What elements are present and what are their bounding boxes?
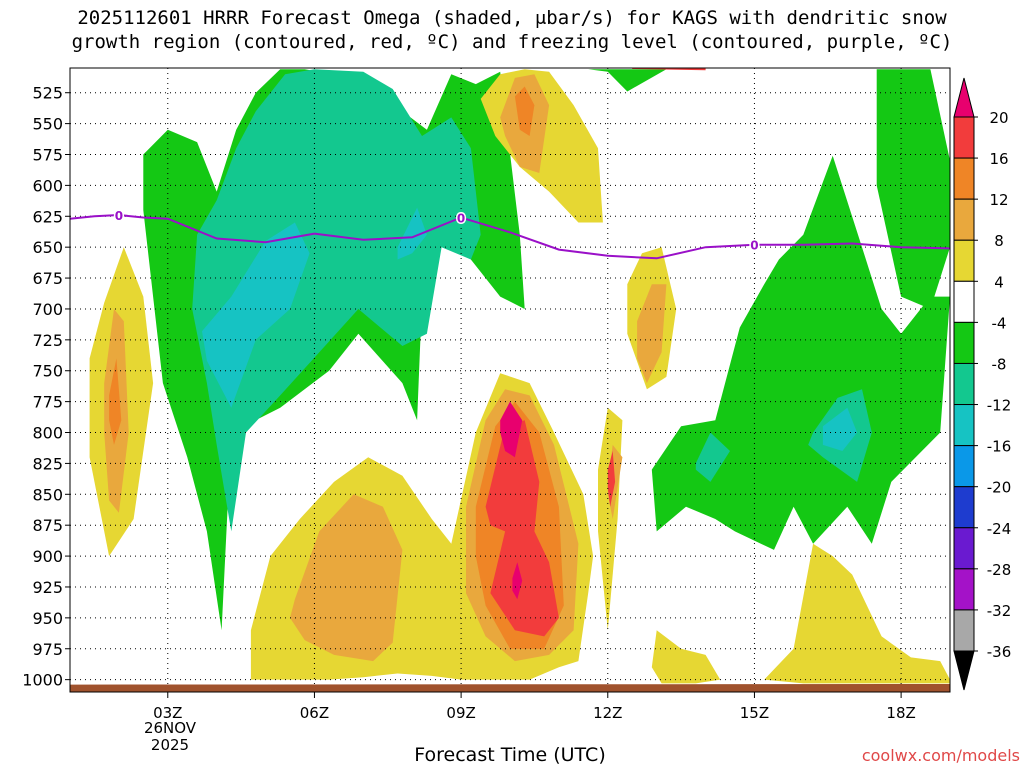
- colorbar-label-4: 4: [994, 273, 1004, 291]
- x-tick-label-12Z: 12Z: [593, 704, 622, 722]
- y-axis: 525 550 575 600 625 650 675 700 725 750 775 800 825 8…: [22, 84, 70, 690]
- y-tick-label-1000: 1000: [22, 671, 63, 690]
- freezing-level-label-0: 0: [115, 209, 123, 223]
- y-tick-label-850: 850: [32, 485, 63, 504]
- y-tick-label-700: 700: [32, 300, 63, 319]
- omega-region-28: [500, 401, 523, 458]
- omega-shading: [89, 69, 950, 684]
- chart-title: 2025112601 HRRR Forecast Omega (shaded, …: [0, 6, 1024, 54]
- y-tick-label-550: 550: [32, 115, 63, 134]
- colorbar-label-5: -4: [992, 314, 1007, 332]
- y-tick-label-950: 950: [32, 609, 63, 628]
- y-tick-label-900: 900: [32, 547, 63, 566]
- omega-region-24: [514, 86, 535, 136]
- x-tick-label-03Z: 03Z: [153, 704, 182, 722]
- ground-strip: [70, 683, 950, 692]
- colorbar-top-arrow: [953, 77, 975, 118]
- colorbar-swatch-4: [953, 239, 975, 282]
- colorbar-label-12: -32: [987, 602, 1012, 620]
- x-tick-label-15Z: 15Z: [740, 704, 769, 722]
- omega-region-7: [202, 222, 310, 408]
- freezing-level-label-1: 0: [457, 212, 465, 226]
- colorbar: 20 16 12 8 4 -4 -8 -12 -16 -20 -24 -28 -32 -36: [953, 77, 1012, 691]
- colorbar-label-1: 16: [989, 150, 1008, 168]
- colorbar-swatch-7: [953, 362, 975, 406]
- colorbar-label-7: -12: [987, 397, 1012, 415]
- colorbar-swatch-3: [953, 198, 975, 241]
- omega-region-8: [397, 207, 427, 260]
- x-tick-label-09Z: 09Z: [446, 704, 475, 722]
- plot-frame: [69, 67, 951, 693]
- y-tick-label-725: 725: [32, 331, 63, 350]
- colorbar-swatch-8: [953, 404, 975, 447]
- freezing-level-line: [70, 213, 950, 260]
- colorbar-swatch-6: [953, 321, 975, 364]
- date-label-day: 26NOV: [143, 719, 197, 737]
- omega-region-26: [485, 420, 559, 637]
- grid-lines: [70, 68, 950, 692]
- omega-region-3: [876, 69, 950, 309]
- omega-region-15: [651, 630, 721, 684]
- y-tick-label-975: 975: [32, 640, 63, 659]
- y-tick-label-925: 925: [32, 578, 63, 597]
- omega-region-19: [637, 284, 667, 384]
- ground-layer: [70, 683, 950, 692]
- y-tick-label-600: 600: [32, 176, 63, 195]
- y-tick-label-775: 775: [32, 393, 63, 412]
- title-line-2: growth region (contoured, red, ºC) and f…: [71, 31, 953, 53]
- y-tick-label-625: 625: [32, 207, 63, 226]
- omega-region-4: [192, 69, 481, 532]
- y-tick-label-750: 750: [32, 362, 63, 381]
- omega-region-1: [588, 69, 667, 92]
- omega-region-27: [607, 451, 616, 507]
- omega-region-29: [512, 562, 523, 600]
- colorbar-swatch-9: [953, 445, 975, 488]
- colorbar-bottom-arrow: [953, 650, 975, 691]
- colorbar-label-6: -8: [992, 355, 1007, 373]
- colorbar-label-0: 20: [989, 109, 1008, 127]
- colorbar-swatch-2: [953, 157, 975, 200]
- y-tick-label-650: 650: [32, 238, 63, 257]
- colorbar-swatch-1: [953, 116, 975, 159]
- x-axis-label: Forecast Time (UTC): [414, 744, 606, 766]
- colorbar-swatch-11: [953, 527, 975, 570]
- colorbar-label-8: -16: [987, 438, 1012, 456]
- y-tick-label-800: 800: [32, 424, 63, 443]
- x-tick-label-06Z: 06Z: [300, 704, 329, 722]
- colorbar-label-3: 8: [994, 232, 1004, 250]
- colorbar-label-10: -24: [987, 520, 1012, 538]
- y-tick-label-825: 825: [32, 454, 63, 473]
- colorbar-label-11: -28: [987, 561, 1012, 579]
- freezing-level-label-2: 0: [750, 239, 758, 253]
- x-tick-label-18Z: 18Z: [886, 704, 915, 722]
- x-axis: 03Z 06Z 09Z 12Z 15Z 18Z: [153, 692, 916, 722]
- omega-region-9: [822, 407, 858, 451]
- colorbar-swatch-10: [953, 486, 975, 529]
- colorbar-swatch-13: [953, 609, 975, 652]
- colorbar-swatch-5: [953, 280, 975, 323]
- omega-region-21: [290, 494, 403, 662]
- colorbar-label-9: -20: [987, 479, 1012, 497]
- date-label-year: 2025: [150, 736, 190, 754]
- colorbar-label-2: 12: [989, 191, 1008, 209]
- colorbar-label-13: -36: [987, 643, 1012, 661]
- y-tick-label-525: 525: [32, 84, 63, 103]
- omega-region-6: [695, 432, 730, 482]
- y-tick-label-575: 575: [32, 145, 63, 164]
- watermark: coolwx.com/models: [861, 746, 1020, 765]
- colorbar-swatch-12: [953, 568, 975, 611]
- title-line-1: 2025112601 HRRR Forecast Omega (shaded, …: [77, 7, 947, 29]
- y-tick-label-875: 875: [32, 516, 63, 535]
- y-tick-label-675: 675: [32, 269, 63, 288]
